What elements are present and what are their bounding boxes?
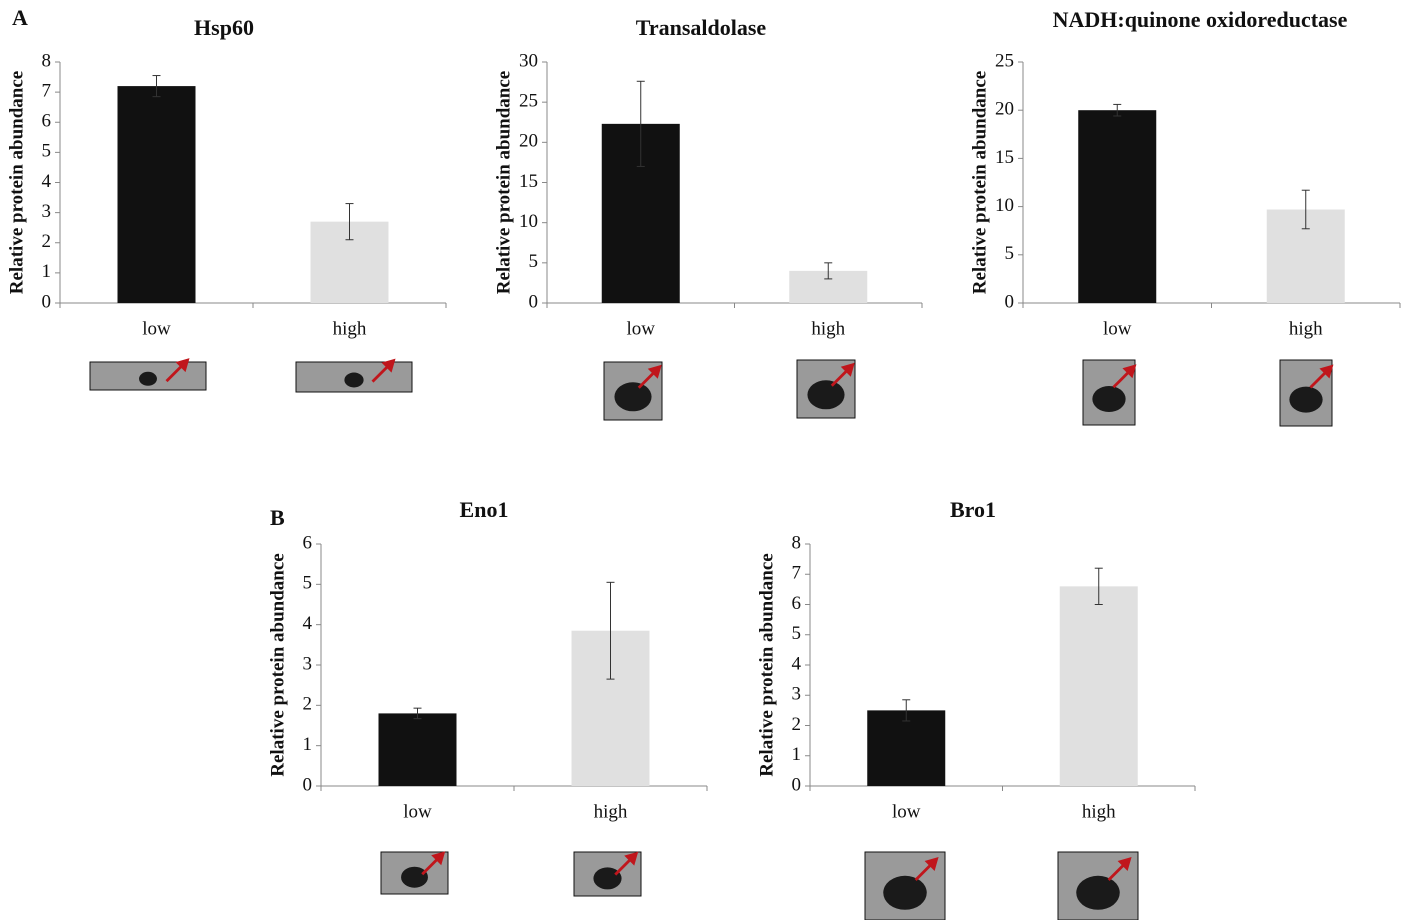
gel-spot [1076,876,1120,910]
x-tick-label: high [811,318,845,339]
chart-title: Bro1 [950,497,996,522]
y-tick-label: 4 [303,613,313,634]
chart-title: Eno1 [460,497,509,522]
chart-title: Hsp60 [194,15,254,40]
x-tick-label: low [403,801,432,822]
y-tick-label: 8 [792,532,802,553]
gel-spot [401,867,428,888]
x-tick-label: low [627,318,656,339]
y-tick-label: 15 [519,171,538,192]
panel-label: B [270,505,285,530]
bar [379,713,457,786]
gel-spot [883,876,927,910]
y-axis-label: Relative protein abundance [267,553,288,776]
y-tick-label: 0 [529,291,539,312]
y-tick-label: 5 [792,623,802,644]
y-tick-label: 10 [519,211,538,232]
x-tick-label: high [333,318,367,339]
chart-title: Transaldolase [636,15,767,40]
y-tick-label: 3 [303,653,313,674]
x-tick-label: low [1103,318,1132,339]
y-tick-label: 1 [42,261,52,282]
y-tick-label: 5 [42,141,52,162]
gel-spot [139,372,157,386]
y-tick-label: 2 [303,694,313,715]
y-tick-label: 7 [42,80,52,101]
panel-label: A [12,5,28,30]
chart-title: NADH:quinone oxidoreductase [1053,7,1348,32]
y-axis-label: Relative protein abundance [969,71,990,294]
y-tick-label: 6 [303,532,313,553]
figure: A B Hsp60 Relative protein abundance 0 1 2 3 4… [0,0,1409,920]
y-tick-label: 0 [303,774,313,795]
y-tick-label: 30 [519,50,538,71]
x-tick-label: high [594,801,628,822]
bar [1060,586,1138,786]
y-tick-label: 0 [792,774,802,795]
x-tick-label: high [1289,318,1323,339]
y-axis-label: Relative protein abundance [756,553,777,776]
y-axis-label: Relative protein abundance [493,71,514,294]
y-tick-label: 2 [42,231,52,252]
gel-spot [1092,386,1125,412]
y-tick-label: 5 [529,251,539,272]
y-tick-label: 25 [519,91,538,112]
bar [867,710,945,786]
y-tick-label: 7 [792,563,802,584]
x-tick-label: low [142,318,171,339]
y-tick-label: 10 [995,195,1014,216]
y-tick-label: 20 [519,131,538,152]
gel-spot [807,380,844,409]
y-tick-label: 5 [1005,243,1015,264]
y-tick-label: 15 [995,147,1014,168]
y-tick-label: 1 [303,734,313,755]
y-tick-label: 4 [42,171,52,192]
y-tick-label: 8 [42,50,52,71]
y-tick-label: 25 [995,50,1014,71]
y-tick-label: 2 [792,714,802,735]
y-tick-label: 4 [792,653,802,674]
y-tick-label: 5 [303,573,313,594]
bar [118,86,196,303]
y-tick-label: 6 [792,593,802,614]
gel-spot [1289,387,1322,413]
gel-spot [344,373,363,388]
gel-spot [614,382,651,411]
y-tick-label: 1 [792,744,802,765]
x-tick-label: low [892,801,921,822]
y-tick-label: 3 [42,201,52,222]
y-axis-label: Relative protein abundance [6,71,27,294]
y-tick-label: 0 [42,291,52,312]
y-tick-label: 3 [792,684,802,705]
bar [1078,110,1156,303]
x-tick-label: high [1082,801,1116,822]
y-tick-label: 0 [1005,291,1015,312]
y-tick-label: 20 [995,99,1014,120]
y-tick-label: 6 [42,111,52,132]
